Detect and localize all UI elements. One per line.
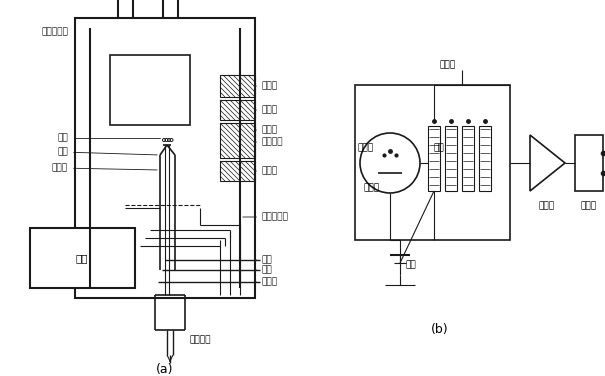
Text: 检测器筒体: 检测器筒体 <box>41 27 75 36</box>
Bar <box>479 126 491 191</box>
Text: 电源: 电源 <box>405 261 416 270</box>
Bar <box>462 126 474 191</box>
Text: 及点火器: 及点火器 <box>255 138 284 147</box>
Text: 毛细管柱: 毛细管柱 <box>190 335 212 344</box>
Text: 空气: 空气 <box>255 256 273 264</box>
Bar <box>445 126 457 191</box>
Text: 氢气: 氢气 <box>255 265 273 274</box>
Bar <box>110 55 190 125</box>
Text: 发射极: 发射极 <box>363 183 379 193</box>
Text: 记录器: 记录器 <box>581 202 597 211</box>
Text: 极化极: 极化极 <box>255 126 278 135</box>
Text: (a): (a) <box>156 364 174 376</box>
Bar <box>30 228 135 288</box>
Bar <box>75 18 255 298</box>
Bar <box>220 75 255 97</box>
Text: 收集极: 收集极 <box>440 61 456 70</box>
Text: 收集极: 收集极 <box>255 106 278 115</box>
Bar <box>428 126 440 191</box>
Text: 放大器: 放大器 <box>539 202 555 211</box>
Text: 绝缘子: 绝缘子 <box>52 164 157 173</box>
Bar <box>575 135 603 191</box>
Bar <box>220 161 255 181</box>
Text: (b): (b) <box>431 323 449 337</box>
Text: 离子室: 离子室 <box>357 144 373 153</box>
Text: 尾吹气: 尾吹气 <box>255 277 278 287</box>
Text: 火焰: 火焰 <box>57 133 160 143</box>
Text: 绝缘子: 绝缘子 <box>255 82 278 91</box>
Text: 绝缘子: 绝缘子 <box>255 167 278 176</box>
Bar <box>355 85 510 240</box>
Text: 离阻: 离阻 <box>433 144 443 153</box>
Text: 底座: 底座 <box>76 253 88 263</box>
Text: 空气扩散器: 空气扩散器 <box>243 212 289 221</box>
Bar <box>220 123 255 158</box>
Text: 喷嘴: 喷嘴 <box>57 147 157 156</box>
Bar <box>220 100 255 120</box>
